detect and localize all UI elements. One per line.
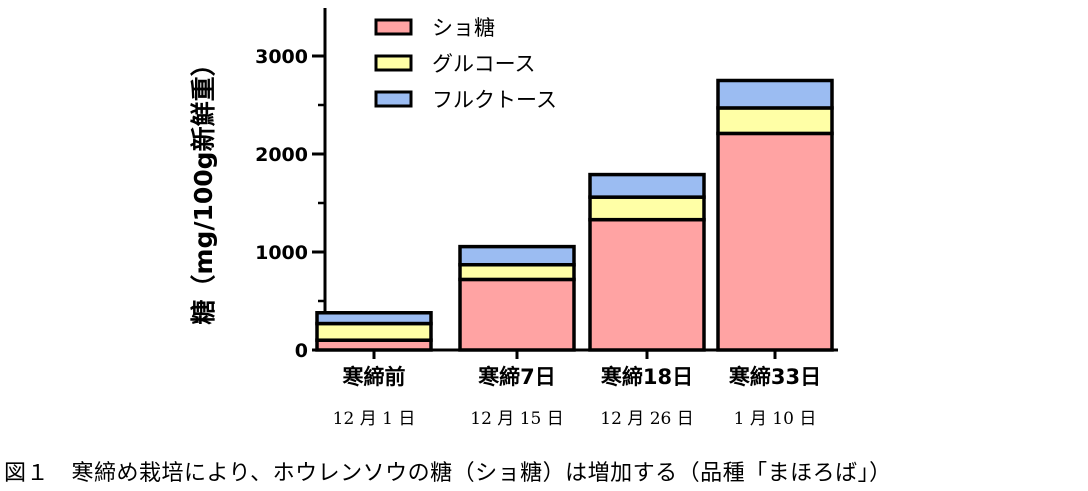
y-tick-label: 1000 — [255, 242, 308, 264]
figure-caption: 図１ 寒締め栽培により、ホウレンソウの糖（ショ糖）は増加する（品種「まほろば」） — [4, 461, 892, 486]
y-tick-label: 2000 — [255, 144, 308, 166]
bar-segment — [588, 172, 706, 199]
x-axis: 寒締前 12 月 1 日 寒締7日 12 月 15 日 寒締18日 12 月 26 日 寒締… — [323, 348, 838, 429]
date-label: 12 月 26 日 — [600, 409, 693, 429]
bar-segment — [588, 195, 706, 222]
legend-swatch — [374, 18, 413, 36]
legend-swatch — [374, 90, 413, 108]
y-axis-label: 糖（mg/100g新鮮重） — [189, 51, 218, 324]
legend-swatch — [374, 54, 413, 72]
x-tick-label: 寒締33日 — [729, 365, 821, 389]
bar-segment — [716, 106, 834, 136]
legend-label: フルクトース — [432, 88, 557, 112]
date-label: 12 月 1 日 — [333, 409, 416, 429]
bar-segment — [315, 311, 433, 326]
legend-label: グルコース — [432, 52, 536, 76]
bar-segment — [716, 131, 834, 352]
bar-segment — [458, 244, 576, 267]
bar-segment — [315, 321, 433, 342]
x-tick-label: 寒締7日 — [478, 365, 556, 389]
bar-segment — [588, 217, 706, 352]
bar-segment — [458, 262, 576, 282]
x-tick-label: 寒締前 — [343, 365, 406, 389]
legend-label: ショ糖 — [432, 16, 495, 40]
bars — [315, 78, 834, 352]
y-tick-label: 3000 — [255, 46, 308, 68]
y-axis: 0 1000 2000 3000 — [255, 8, 327, 362]
x-tick-label: 寒締18日 — [601, 365, 693, 389]
bar-segment — [716, 78, 834, 110]
date-label: 1 月 10 日 — [734, 409, 817, 429]
y-tick-label: 0 — [295, 340, 308, 362]
date-label: 12 月 15 日 — [470, 409, 563, 429]
bar-segment — [458, 277, 576, 352]
